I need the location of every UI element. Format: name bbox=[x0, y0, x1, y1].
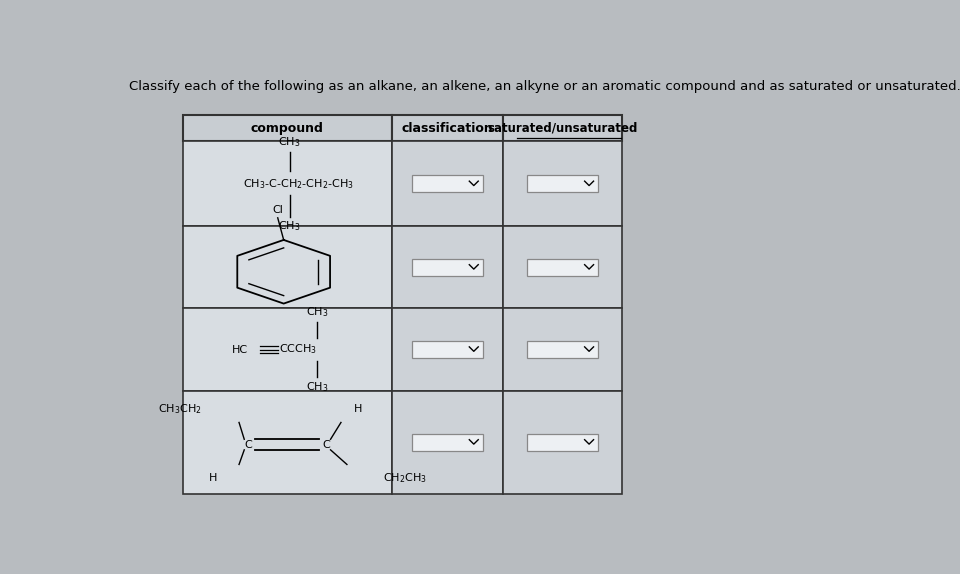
Bar bbox=[527, 259, 598, 276]
Bar bbox=[503, 308, 622, 391]
Bar bbox=[503, 115, 622, 141]
Text: classification: classification bbox=[401, 122, 493, 135]
Text: C: C bbox=[323, 440, 330, 449]
Text: CH$_3$: CH$_3$ bbox=[306, 380, 328, 394]
Text: CH$_3$: CH$_3$ bbox=[278, 219, 300, 232]
Bar bbox=[412, 341, 483, 358]
Bar bbox=[392, 115, 503, 141]
Bar bbox=[392, 141, 503, 226]
Text: H: H bbox=[354, 404, 362, 414]
Text: compound: compound bbox=[251, 122, 324, 135]
Bar bbox=[527, 341, 598, 358]
Text: CH$_3$: CH$_3$ bbox=[306, 305, 328, 319]
Bar bbox=[503, 141, 622, 226]
Bar bbox=[527, 434, 598, 451]
Bar bbox=[183, 391, 392, 494]
Text: Cl: Cl bbox=[273, 205, 283, 215]
Bar bbox=[392, 308, 503, 391]
Bar bbox=[412, 259, 483, 276]
Bar bbox=[183, 226, 392, 308]
Text: CCCH$_3$: CCCH$_3$ bbox=[279, 343, 317, 356]
Bar bbox=[503, 391, 622, 494]
Text: CH$_2$CH$_3$: CH$_2$CH$_3$ bbox=[383, 471, 426, 484]
Bar bbox=[412, 176, 483, 192]
Bar bbox=[392, 391, 503, 494]
Bar bbox=[412, 434, 483, 451]
Bar bbox=[392, 226, 503, 308]
Text: HC: HC bbox=[231, 344, 248, 355]
Text: H: H bbox=[209, 473, 217, 483]
Text: saturated/unsaturated: saturated/unsaturated bbox=[488, 122, 637, 135]
Text: CH$_3$: CH$_3$ bbox=[278, 135, 300, 149]
Text: CH$_3$-C-CH$_2$-CH$_2$-CH$_3$: CH$_3$-C-CH$_2$-CH$_2$-CH$_3$ bbox=[243, 177, 353, 191]
Text: Classify each of the following as an alkane, an alkene, an alkyne or an aromatic: Classify each of the following as an alk… bbox=[129, 80, 960, 93]
Bar bbox=[183, 141, 392, 226]
Bar bbox=[503, 226, 622, 308]
Bar bbox=[183, 115, 392, 141]
Bar bbox=[183, 308, 392, 391]
Text: CH$_3$CH$_2$: CH$_3$CH$_2$ bbox=[158, 402, 202, 416]
Bar bbox=[527, 176, 598, 192]
Text: C: C bbox=[245, 440, 252, 449]
